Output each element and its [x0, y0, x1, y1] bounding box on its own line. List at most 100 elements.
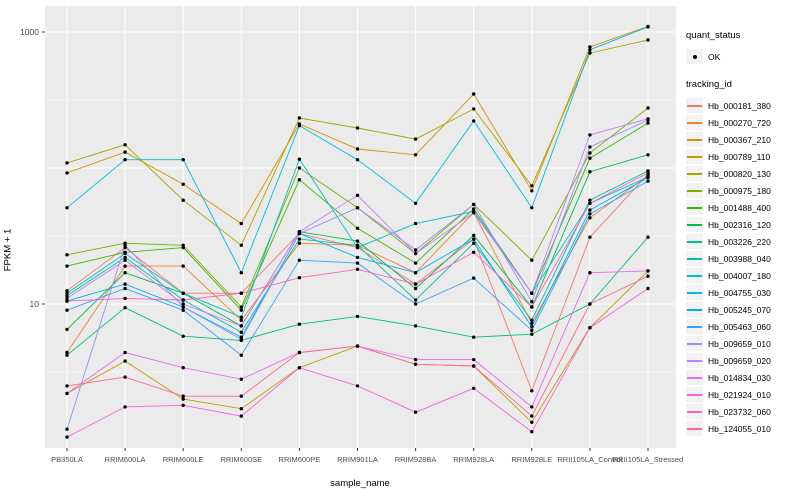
- data-point: [355, 226, 360, 230]
- data-point: [239, 330, 243, 334]
- series-color-swatch: [687, 172, 702, 175]
- legend-label: Hb_000367_210: [708, 134, 771, 145]
- data-point: [530, 189, 534, 193]
- data-point: [646, 274, 650, 278]
- series-color-swatch: [687, 427, 702, 430]
- data-point: [588, 235, 592, 239]
- data-point: [181, 397, 185, 401]
- legend-key-line-icon: [686, 302, 703, 317]
- data-point: [297, 237, 302, 241]
- legend-label: Hb_000820_130: [708, 168, 771, 179]
- data-point: [65, 384, 69, 388]
- data-point: [588, 151, 592, 155]
- series-color-swatch: [687, 359, 702, 362]
- legend-label: Hb_005245_070: [708, 304, 771, 315]
- data-point: [297, 241, 302, 245]
- data-point: [588, 145, 592, 149]
- x-tick-label: PB350LA: [51, 455, 83, 464]
- data-point: [530, 332, 534, 336]
- data-point: [588, 198, 592, 202]
- data-point: [181, 308, 185, 312]
- legend-item-Hb_003226_220: Hb_003226_220: [686, 233, 798, 250]
- data-point: [181, 394, 185, 398]
- data-point: [588, 216, 592, 220]
- x-tick-label: RRIM928LE: [511, 455, 552, 464]
- data-point: [588, 326, 592, 330]
- series-color-swatch: [687, 376, 702, 379]
- legend-item-Hb_014834_030: Hb_014834_030: [686, 369, 798, 386]
- data-point: [65, 353, 69, 357]
- legend-item-Hb_000789_110: Hb_000789_110: [686, 148, 798, 165]
- legend-item-Hb_000975_180: Hb_000975_180: [686, 182, 798, 199]
- x-tick-label: RRIM600SE: [220, 455, 262, 464]
- data-point: [646, 269, 650, 273]
- legend-key-line-icon: [686, 200, 703, 215]
- data-point: [181, 291, 185, 295]
- data-point: [297, 116, 302, 120]
- data-point: [646, 235, 650, 239]
- x-tick-label: RRIM928BA: [395, 455, 437, 464]
- series-color-swatch: [687, 274, 702, 277]
- legend-key-point-icon: [686, 49, 703, 64]
- series-color-swatch: [687, 291, 702, 294]
- data-point: [355, 267, 360, 271]
- data-point: [181, 302, 185, 306]
- data-point: [297, 350, 302, 355]
- legend: quant_status OK tracking_id Hb_000181_38…: [686, 30, 798, 451]
- data-point: [297, 157, 302, 161]
- data-point: [646, 117, 650, 121]
- data-point: [65, 435, 69, 439]
- data-point: [413, 324, 418, 328]
- data-point: [65, 206, 69, 210]
- data-point: [530, 430, 534, 434]
- data-point: [413, 261, 418, 265]
- data-point: [123, 143, 127, 147]
- legend-label: Hb_000789_110: [708, 151, 771, 162]
- legend-label: Hb_003226_220: [708, 236, 771, 247]
- data-point: [239, 291, 243, 295]
- data-point: [530, 389, 534, 393]
- data-point: [646, 153, 650, 157]
- data-point: [413, 201, 418, 205]
- data-point: [646, 175, 650, 180]
- legend-key-line-icon: [686, 251, 703, 266]
- data-point: [65, 296, 69, 301]
- data-point: [123, 286, 127, 291]
- legend-label: Hb_021924_010: [708, 389, 771, 400]
- data-point: [413, 251, 418, 256]
- data-point: [413, 302, 418, 306]
- data-point: [646, 106, 650, 110]
- data-point: [297, 178, 302, 182]
- legend-label: Hb_004007_180: [708, 270, 771, 281]
- legend-item-Hb_023732_060: Hb_023732_060: [686, 403, 798, 420]
- data-point: [530, 291, 534, 295]
- data-point: [239, 271, 243, 275]
- data-point: [588, 170, 592, 174]
- legend-item-Hb_021924_010: Hb_021924_010: [686, 386, 798, 403]
- panel-background: [45, 6, 676, 448]
- data-point: [472, 364, 476, 368]
- data-point: [65, 264, 69, 268]
- data-point: [65, 171, 69, 175]
- data-point: [239, 394, 243, 398]
- data-point: [123, 258, 127, 262]
- data-point: [65, 427, 69, 431]
- data-point: [181, 298, 185, 302]
- legend-key-line-icon: [686, 217, 703, 232]
- data-point: [588, 51, 592, 55]
- data-point: [65, 299, 69, 303]
- series-color-swatch: [687, 104, 702, 107]
- data-point: [123, 255, 127, 260]
- legend-label: Hb_023732_060: [708, 406, 771, 417]
- data-point: [123, 405, 127, 409]
- data-point: [355, 158, 360, 162]
- legend-key-line-icon: [686, 421, 703, 436]
- x-axis-title: sample_name: [330, 478, 390, 489]
- legend-item-Hb_004007_180: Hb_004007_180: [686, 267, 798, 284]
- data-point: [472, 119, 476, 123]
- data-point: [413, 221, 418, 226]
- data-point: [123, 296, 127, 301]
- data-point: [123, 243, 127, 247]
- legend-item-quant: OK: [686, 48, 798, 65]
